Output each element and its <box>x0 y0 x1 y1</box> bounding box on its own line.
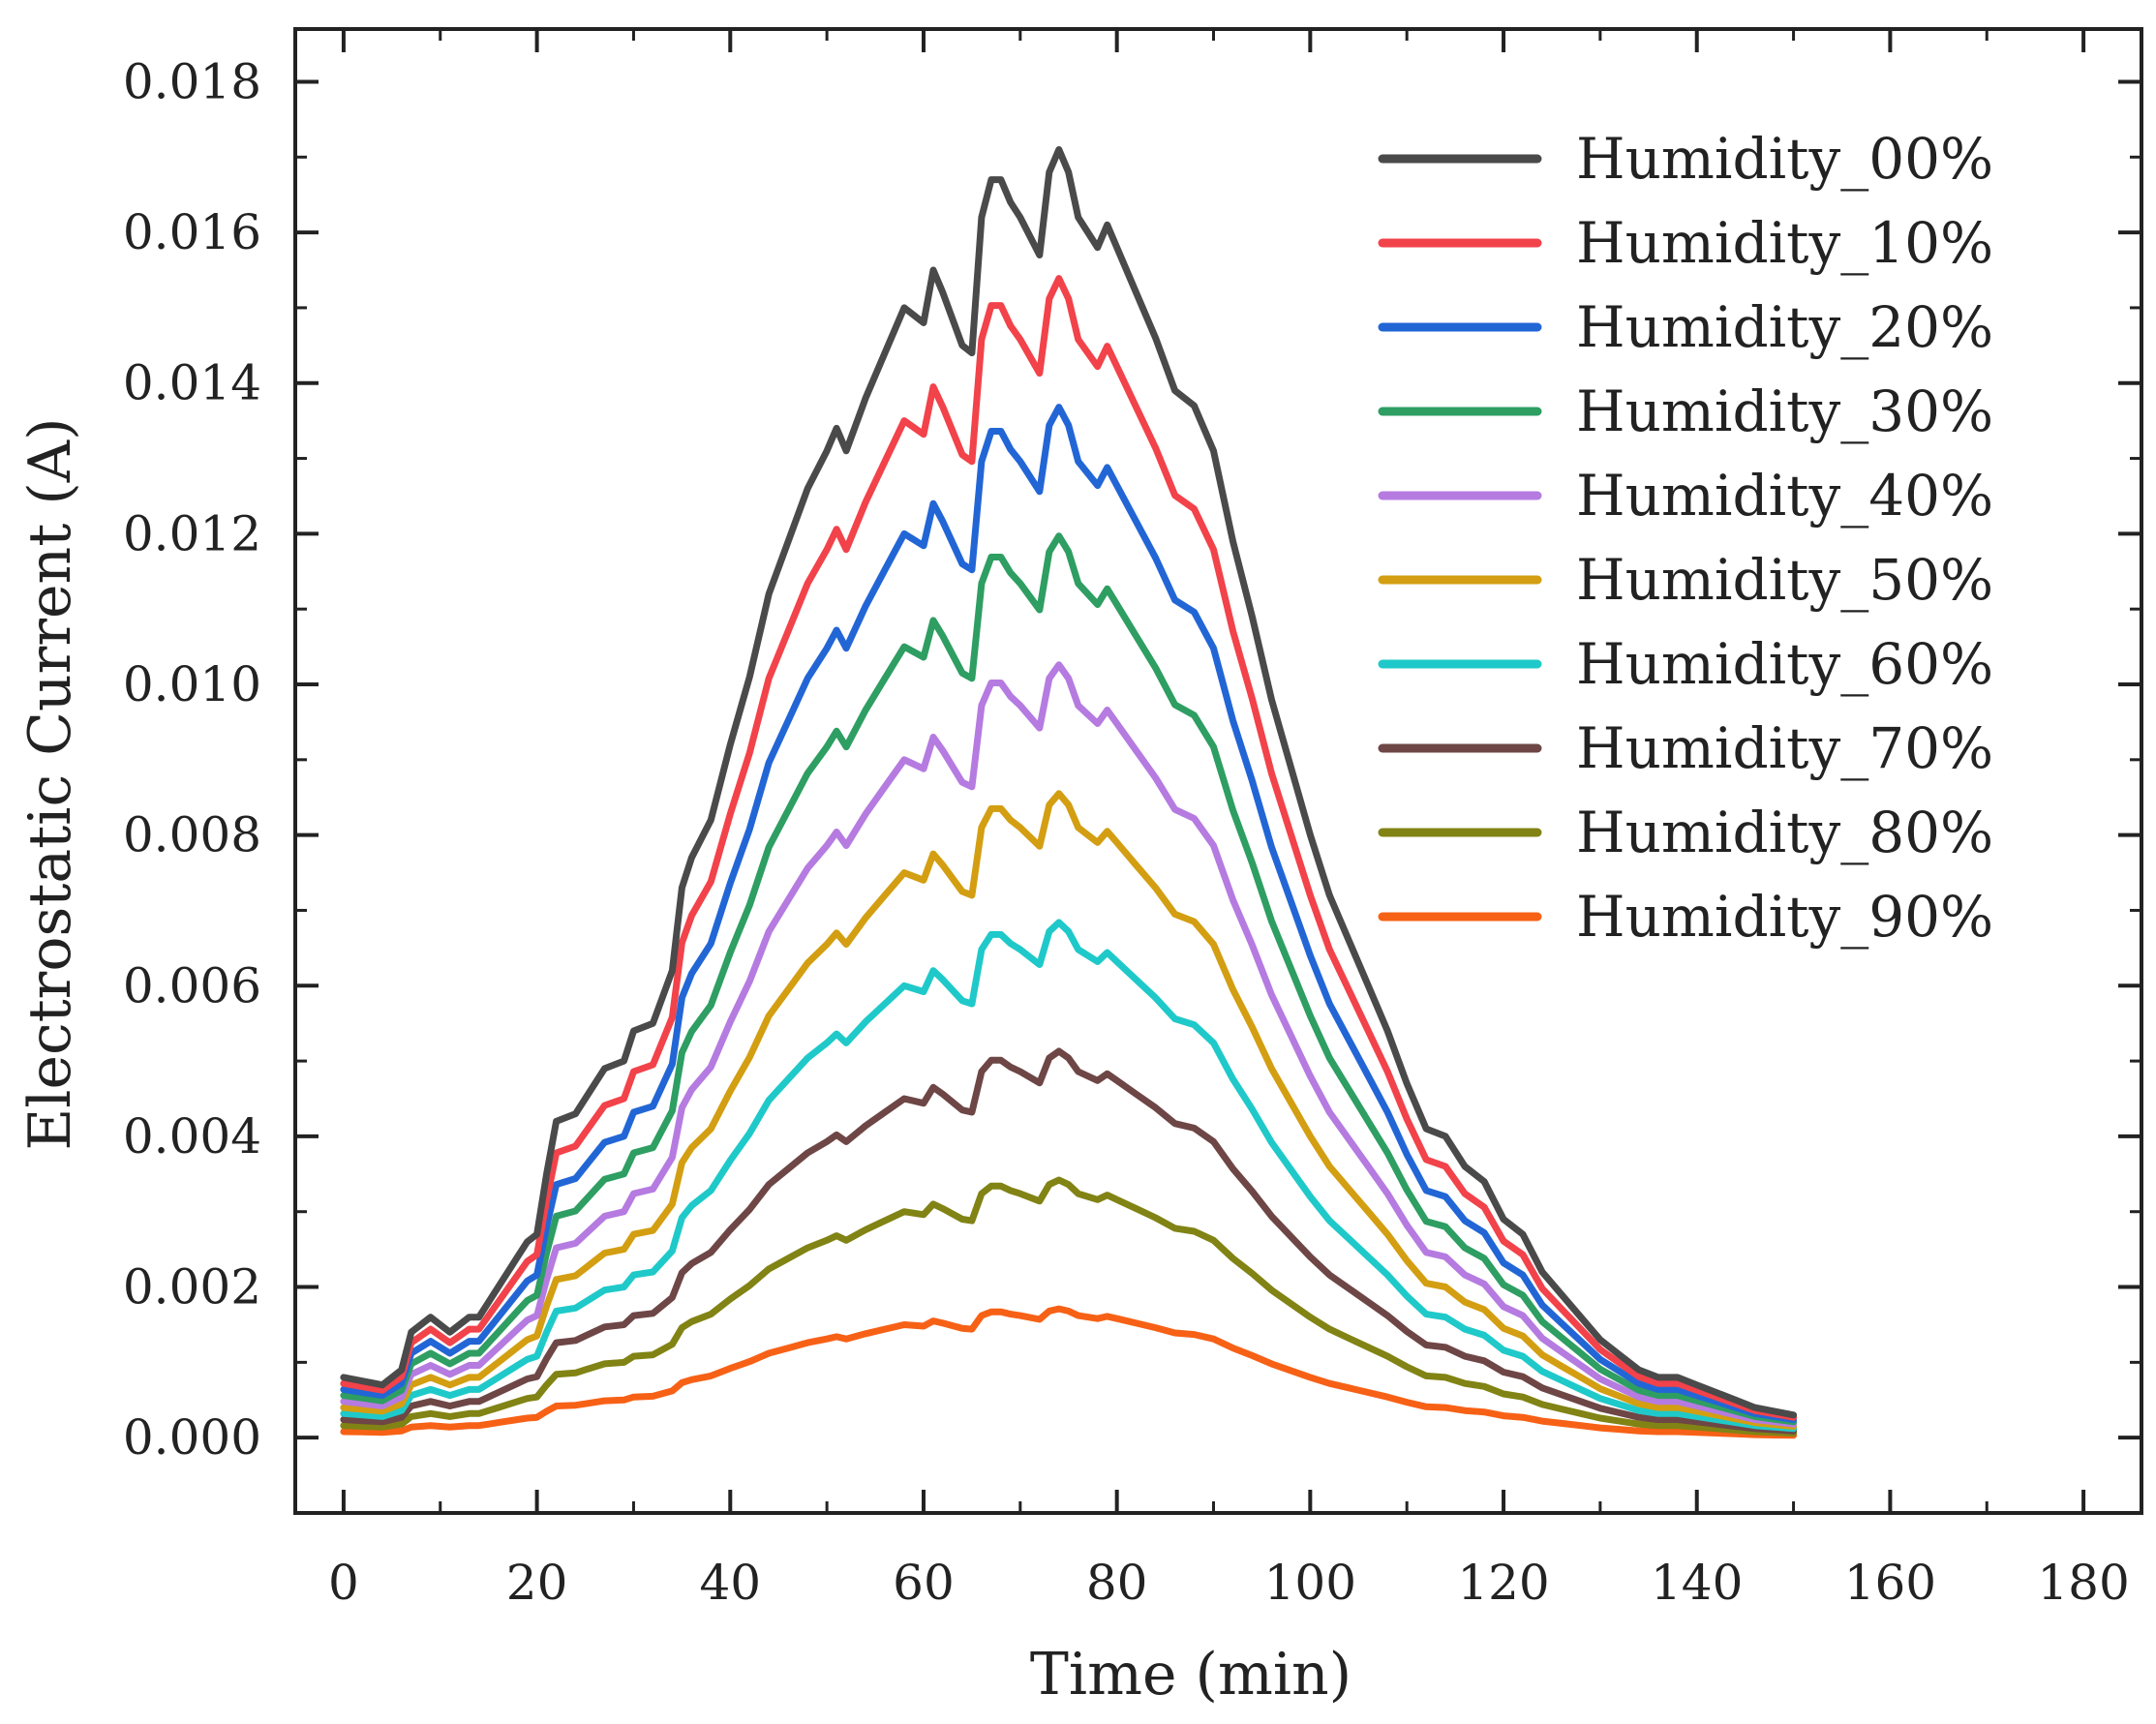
x-tick-label: 180 <box>2037 1555 2129 1611</box>
x-axis-title: Time (min) <box>1030 1641 1351 1709</box>
legend-label: Humidity_20% <box>1576 294 1993 360</box>
y-tick-label: 0.016 <box>123 204 261 260</box>
series-line-humidity-90 <box>340 1305 1798 1439</box>
x-tick-label: 100 <box>1264 1555 1356 1611</box>
plot-frame <box>293 27 2143 1515</box>
y-tick-label: 0.010 <box>123 656 261 712</box>
x-tick-label: 60 <box>893 1555 955 1611</box>
legend-label: Humidity_30% <box>1576 378 1993 444</box>
legend-label: Humidity_00% <box>1576 126 1993 192</box>
y-tick-label: 0.014 <box>123 355 261 411</box>
x-tick-label: 80 <box>1086 1555 1148 1611</box>
legend-label: Humidity_40% <box>1576 463 1993 529</box>
series-line-humidity-40 <box>340 661 1798 1428</box>
x-tick-label: 40 <box>699 1555 761 1611</box>
series-line-humidity-30 <box>340 532 1798 1426</box>
legend-label: Humidity_60% <box>1576 631 1993 697</box>
legend-label: Humidity_10% <box>1576 210 1993 276</box>
legend-label: Humidity_80% <box>1576 800 1993 865</box>
x-axis-ticks: 0 20 40 60 80 100 120 140 160 180 <box>328 29 2130 1611</box>
y-tick-label: 0.002 <box>123 1259 261 1316</box>
series-line-humidity-00 <box>340 146 1798 1419</box>
series-line-humidity-60 <box>340 919 1798 1433</box>
y-tick-label: 0.012 <box>123 505 261 561</box>
series-line-humidity-20 <box>340 404 1798 1423</box>
series-line-humidity-80 <box>340 1176 1798 1437</box>
series-line-humidity-50 <box>340 790 1798 1430</box>
x-tick-label: 160 <box>1844 1555 1936 1611</box>
x-tick-label: 20 <box>506 1555 568 1611</box>
y-axis-title: Electrostatic Current (A) <box>16 417 84 1150</box>
x-tick-label: 140 <box>1651 1555 1743 1611</box>
legend-label: Humidity_50% <box>1576 547 1993 613</box>
y-tick-label: 0.004 <box>123 1108 261 1164</box>
series-line-humidity-70 <box>340 1047 1798 1435</box>
y-tick-label: 0.008 <box>123 807 261 863</box>
y-axis-ticks: 0.000 0.002 0.004 0.006 0.008 0.010 0.012 0.014… <box>123 53 2141 1466</box>
legend-label: Humidity_70% <box>1576 715 1993 781</box>
series-lines <box>340 146 1798 1439</box>
legend: Humidity_00% Humidity_10% Humidity_20% Humi… <box>1378 126 1993 950</box>
series-line-humidity-10 <box>340 275 1798 1421</box>
legend-label: Humidity_90% <box>1576 884 1993 950</box>
y-tick-label: 0.000 <box>123 1409 261 1466</box>
y-tick-label: 0.006 <box>123 957 261 1013</box>
x-tick-label: 120 <box>1457 1555 1549 1611</box>
y-tick-label: 0.018 <box>123 53 261 109</box>
x-tick-label: 0 <box>328 1555 359 1611</box>
